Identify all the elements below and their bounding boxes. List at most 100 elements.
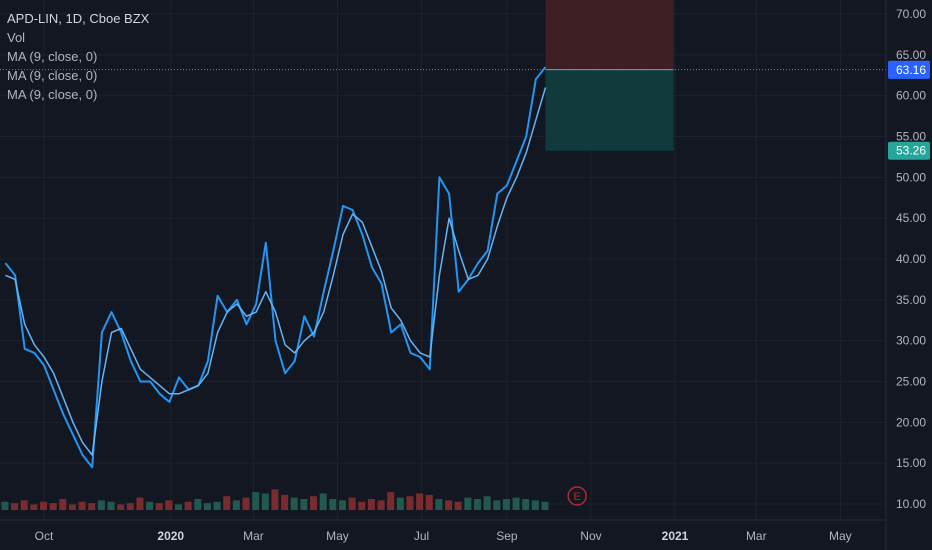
volume-legend[interactable]: Vol — [7, 30, 26, 45]
volume-bar — [290, 497, 298, 510]
volume-bar — [232, 500, 240, 510]
ma-legend-3[interactable]: MA (9, close, 0) — [7, 87, 98, 102]
volume-bar — [242, 497, 250, 510]
volume-bar — [319, 493, 327, 510]
x-tick-label: Mar — [746, 529, 767, 543]
volume-bar — [88, 503, 96, 510]
volume-bar — [155, 503, 163, 510]
volume-bar — [271, 489, 279, 510]
x-tick-label: 2021 — [662, 529, 689, 543]
volume-bar — [425, 494, 433, 510]
x-tick-label: May — [326, 529, 349, 543]
volume-bar — [1, 501, 9, 510]
y-tick-label: 10.00 — [896, 497, 926, 511]
volume-bar — [464, 497, 472, 510]
volume-bar — [329, 499, 337, 510]
volume-bar — [512, 497, 520, 510]
volume-bar — [416, 493, 424, 510]
volume-bar — [435, 499, 443, 510]
volume-bar — [358, 501, 366, 510]
volume-bar — [40, 501, 47, 510]
profit-target-zone[interactable] — [545, 69, 674, 151]
volume-bar — [68, 504, 76, 510]
y-tick-label: 65.00 — [896, 48, 926, 62]
earnings-marker[interactable]: E — [567, 486, 587, 506]
volume-bar — [107, 501, 115, 510]
volume-bar — [473, 499, 481, 510]
price-line — [4, 66, 547, 469]
volume-bar — [223, 496, 231, 510]
volume-bar — [454, 501, 462, 510]
x-tick-label: Sep — [496, 529, 518, 543]
volume-bar — [541, 501, 549, 510]
volume-bar — [252, 492, 260, 510]
x-tick-label: May — [829, 529, 852, 543]
y-tick-label: 15.00 — [896, 456, 926, 470]
volume-bar — [493, 500, 501, 510]
volume-bar — [117, 504, 125, 510]
volume-bar — [300, 499, 308, 510]
symbol-title[interactable]: APD-LIN, 1D, Cboe BZX — [7, 11, 150, 26]
y-tick-label: 45.00 — [896, 211, 926, 225]
x-tick-label: Jul — [414, 529, 429, 543]
y-tick-label: 50.00 — [896, 170, 926, 184]
price-axis-bg — [886, 0, 932, 550]
volume-bar — [30, 504, 38, 510]
volume-bar — [387, 492, 395, 510]
price-series — [4, 66, 547, 469]
volume-bar — [184, 501, 192, 510]
volume-bar — [165, 500, 173, 510]
volume-bar — [522, 499, 530, 510]
ma-legend-1[interactable]: MA (9, close, 0) — [7, 49, 98, 64]
last-price-label: 63.16 — [896, 63, 926, 77]
volume-bar — [406, 496, 414, 510]
last-price-label-bg — [888, 60, 930, 79]
volume-bar — [78, 501, 86, 510]
volume-bar — [146, 501, 154, 510]
moving-average-line — [5, 87, 547, 456]
x-tick-label: Oct — [35, 529, 54, 543]
stop-loss-zone[interactable] — [545, 0, 674, 70]
volume-bar — [281, 494, 289, 510]
x-tick-label: Mar — [243, 529, 264, 543]
volume-bar — [97, 500, 105, 510]
volume-bar — [20, 500, 28, 510]
volume-bar — [49, 503, 57, 510]
volume-bar — [338, 500, 346, 510]
y-tick-label: 60.00 — [896, 89, 926, 103]
volume-bar — [377, 500, 385, 510]
volume-bar — [175, 504, 183, 510]
x-tick-label: Nov — [580, 529, 601, 543]
y-tick-label: 40.00 — [896, 252, 926, 266]
volume-bar — [261, 493, 269, 510]
price-axis[interactable]: 70.00 65.00 60.00 55.00 50.00 45.00 40.00 35.00… — [885, 0, 932, 550]
time-axis[interactable]: Oct 2020 Mar May Jul Sep Nov 2021 Mar May — [0, 519, 886, 543]
y-tick-label: 55.00 — [896, 130, 926, 144]
volume-bar — [531, 500, 539, 510]
y-tick-label: 25.00 — [896, 375, 926, 389]
volume-bar — [213, 501, 221, 510]
target-price-label: 53.26 — [896, 144, 926, 158]
ma-legend-2[interactable]: MA (9, close, 0) — [7, 68, 98, 83]
x-tick-label: 2020 — [157, 529, 184, 543]
volume-bar — [348, 497, 356, 510]
earnings-label: E — [574, 491, 581, 503]
volume-bar — [396, 497, 404, 510]
volume-bar — [502, 499, 510, 510]
volume-bar — [126, 503, 134, 510]
earnings-circle-icon[interactable] — [567, 486, 587, 506]
volume-bar — [445, 500, 453, 510]
y-tick-label: 30.00 — [896, 334, 926, 348]
long-position-tool[interactable] — [545, 0, 674, 151]
volume-bar — [11, 503, 19, 510]
volume-bar — [194, 499, 202, 510]
volume-bar — [310, 496, 318, 510]
volume-bar — [136, 497, 144, 510]
volume-bar — [367, 499, 375, 510]
volume-bar — [59, 499, 67, 510]
volume-bar — [203, 503, 211, 510]
y-tick-label: 70.00 — [896, 7, 926, 21]
